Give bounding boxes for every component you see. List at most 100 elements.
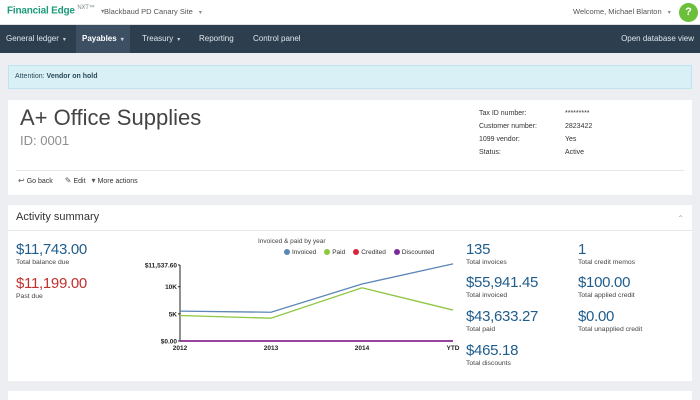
kpi-total-balance-due: $11,743.00 Total balance due bbox=[16, 241, 87, 266]
vendor-actions: ↩ Go back ✎ Edit ▾ More actions bbox=[18, 176, 138, 185]
y-tick-label: 10K bbox=[165, 284, 177, 291]
kpi-label: Total invoices bbox=[466, 259, 507, 266]
more-actions-label: More actions bbox=[97, 178, 138, 185]
nav-control-panel[interactable]: Control panel bbox=[247, 25, 307, 53]
fact-label: Status: bbox=[479, 149, 501, 156]
fact-value: Yes bbox=[565, 136, 577, 143]
legend-paid[interactable]: Paid bbox=[324, 249, 345, 256]
kpi-label: Total discounts bbox=[466, 360, 511, 367]
chevron-down-icon: ▾ bbox=[667, 10, 671, 16]
vendor-hold-alert: Attention: Vendor on hold bbox=[8, 65, 692, 89]
chevron-down-icon[interactable]: ▾ bbox=[101, 9, 104, 16]
kpi-total-applied-credit: $100.00 Total applied credit bbox=[578, 274, 635, 299]
help-icon[interactable]: ? bbox=[679, 3, 698, 22]
edit-button[interactable]: ✎ Edit bbox=[65, 176, 86, 185]
vendor-id: ID: 0001 bbox=[20, 133, 70, 148]
fact-label: 1099 vendor: bbox=[479, 136, 520, 143]
kpi-value: $0.00 bbox=[578, 308, 615, 325]
open-database-view-link[interactable]: Open database view bbox=[621, 34, 694, 43]
series-line-invoiced bbox=[179, 263, 454, 313]
kpi-value: 135 bbox=[466, 241, 491, 258]
divider bbox=[16, 170, 684, 171]
kpi-value: 1 bbox=[578, 241, 587, 258]
kpi-label: Total unapplied credit bbox=[578, 326, 643, 333]
activity-summary-title: Activity summary bbox=[16, 211, 100, 223]
kpi-label: Total credit memos bbox=[578, 259, 636, 266]
legend-label: Credited bbox=[361, 249, 386, 256]
chevron-up-icon[interactable]: ⌃ bbox=[677, 214, 684, 223]
y-tick-label: $11,537.60 bbox=[145, 263, 178, 270]
nav-label: Payables bbox=[82, 34, 117, 43]
site-selector[interactable]: Blackbaud PD Canary Site ▾ bbox=[104, 7, 202, 16]
fact-value: Active bbox=[565, 149, 585, 156]
site-name: Blackbaud PD Canary Site bbox=[104, 7, 193, 16]
vendor-facts: Tax ID number: ********* Customer number:… bbox=[479, 110, 592, 162]
nav-label: Treasury bbox=[142, 34, 174, 43]
legend-credited[interactable]: Credited bbox=[353, 249, 386, 256]
fact-1099-vendor: 1099 vendor: Yes bbox=[479, 136, 592, 149]
fact-customer-number: Customer number: 2823422 bbox=[479, 123, 592, 136]
fact-value: ********* bbox=[565, 110, 590, 117]
chevron-down-icon: ▾ bbox=[177, 37, 181, 43]
divider bbox=[8, 230, 692, 231]
nav-payables[interactable]: Payables ▾ bbox=[76, 25, 130, 53]
legend-invoiced[interactable]: Invoiced bbox=[284, 249, 316, 256]
vendor-name: A+ Office Supplies bbox=[20, 105, 202, 130]
kpi-label: Past due bbox=[16, 293, 43, 300]
x-tick-label: YTD bbox=[447, 345, 460, 352]
nav-label: Control panel bbox=[253, 34, 301, 43]
user-menu[interactable]: Welcome, Michael Blanton ▾ bbox=[573, 7, 671, 16]
kpi-value: $465.18 bbox=[466, 342, 519, 359]
welcome-text: Welcome, Michael Blanton bbox=[573, 7, 662, 16]
kpi-label: Total invoiced bbox=[466, 292, 508, 299]
activity-summary-card: Activity summary ⌃ $11,743.00 Total bala… bbox=[8, 205, 692, 381]
fact-value: 2823422 bbox=[565, 123, 593, 130]
alert-message: Vendor on hold bbox=[46, 73, 98, 80]
nav-label: General ledger bbox=[6, 34, 59, 43]
brand-logo[interactable]: Financial Edge NXT™ ▾ bbox=[7, 5, 104, 16]
x-tick-label: 2013 bbox=[264, 345, 279, 352]
kpi-label: Total applied credit bbox=[578, 292, 635, 299]
chart-legend: Invoiced Paid Credited Discounted bbox=[284, 249, 434, 256]
kpi-total-paid: $43,633.27 Total paid bbox=[466, 308, 538, 333]
next-section-card bbox=[8, 391, 692, 400]
alert-prefix: Attention: bbox=[15, 73, 45, 80]
legend-dot bbox=[324, 249, 331, 255]
legend-label: Invoiced bbox=[292, 249, 317, 256]
kpi-value: $11,199.00 bbox=[16, 275, 87, 292]
y-tick-label: $0.00 bbox=[161, 339, 178, 346]
fact-tax-id: Tax ID number: ********* bbox=[479, 110, 592, 123]
x-tick-label: 2012 bbox=[173, 345, 188, 352]
x-tick-label: 2014 bbox=[355, 345, 370, 352]
main-nav: General ledger ▾ Payables ▾ Treasury ▾ Repo… bbox=[0, 25, 700, 53]
chart-title: Invoiced & paid by year bbox=[258, 238, 326, 245]
top-bar: Financial Edge NXT™ ▾ Blackbaud PD Canar… bbox=[0, 0, 700, 25]
nav-general-ledger[interactable]: General ledger ▾ bbox=[0, 25, 72, 53]
series-line-paid bbox=[179, 287, 454, 319]
edit-label: Edit bbox=[73, 178, 86, 185]
fact-label: Tax ID number: bbox=[479, 110, 527, 117]
kpi-total-credit-memos: 1 Total credit memos bbox=[578, 241, 635, 266]
fact-status: Status: Active bbox=[479, 149, 592, 162]
chevron-down-icon: ▾ bbox=[120, 37, 124, 43]
legend-dot bbox=[393, 249, 400, 255]
chevron-down-icon: ▾ bbox=[198, 10, 202, 16]
kpi-total-discounts: $465.18 Total discounts bbox=[466, 342, 518, 367]
kpi-total-invoiced: $55,941.45 Total invoiced bbox=[466, 274, 538, 299]
kpi-total-unapplied-credit: $0.00 Total unapplied credit bbox=[578, 308, 642, 333]
fact-label: Customer number: bbox=[479, 123, 537, 130]
kpi-label: Total balance due bbox=[16, 259, 70, 266]
kpi-label: Total paid bbox=[466, 326, 496, 333]
more-actions-button[interactable]: ▾ More actions bbox=[92, 176, 138, 185]
brand-suffix: NXT™ bbox=[77, 5, 95, 11]
nav-reporting[interactable]: Reporting bbox=[193, 25, 240, 53]
legend-label: Discounted bbox=[401, 249, 435, 256]
kpi-value: $100.00 bbox=[578, 274, 631, 291]
nav-treasury[interactable]: Treasury ▾ bbox=[136, 25, 186, 53]
y-tick-label: 5K bbox=[169, 311, 178, 318]
chevron-down-icon: ▾ bbox=[91, 176, 96, 185]
go-back-button[interactable]: ↩ Go back bbox=[18, 176, 53, 185]
legend-discounted[interactable]: Discounted bbox=[393, 249, 435, 256]
back-arrow-icon: ↩ bbox=[18, 176, 25, 185]
kpi-value: $43,633.27 bbox=[466, 308, 539, 325]
